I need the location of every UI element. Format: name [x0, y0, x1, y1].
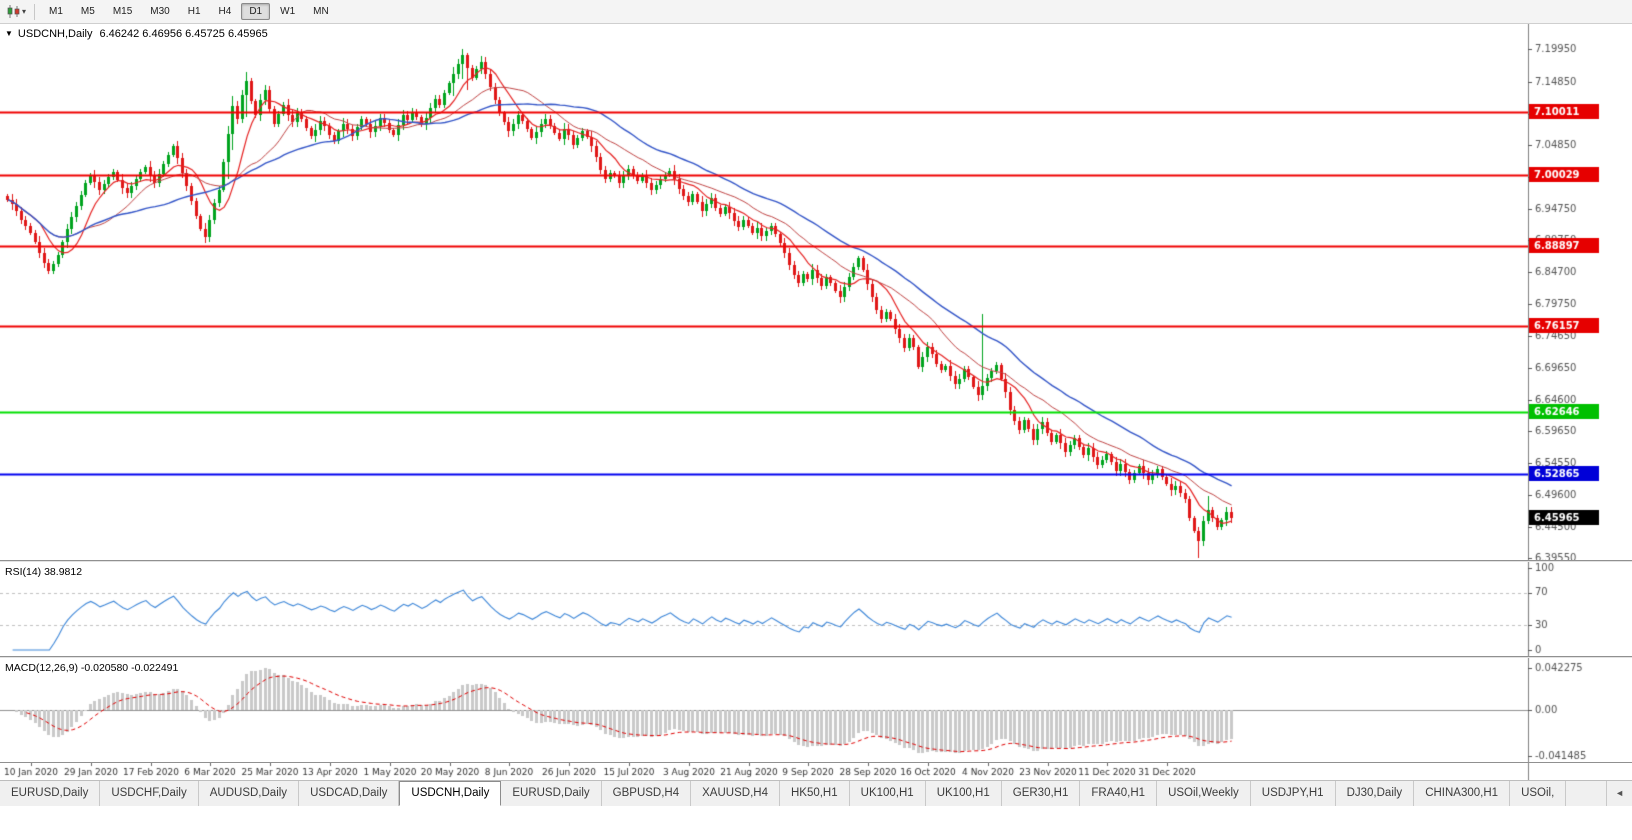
timeframe-button-H4[interactable]: H4: [218, 6, 232, 17]
chart-tab-USDCNH-Daily[interactable]: USDCNH,Daily: [399, 781, 502, 806]
tabs-scroll-left-button[interactable]: ◄: [1606, 781, 1632, 806]
candlestick-icon: [7, 5, 20, 18]
rsi-indicator-label: RSI(14) 38.9812: [5, 566, 83, 578]
chart-tab-USDCHF-Daily[interactable]: USDCHF,Daily: [100, 781, 199, 806]
chart-title: ▼ USDCNH,Daily 6.46242 6.46956 6.45725 6.4…: [5, 28, 268, 40]
timeframe-button-MN[interactable]: MN: [313, 6, 329, 17]
chart-tab-UK100-H1[interactable]: UK100,H1: [850, 781, 926, 806]
dropdown-caret-icon: ▾: [22, 7, 27, 16]
timeframe-button-H1[interactable]: H1: [187, 6, 201, 17]
chart-tab-UK100-H1[interactable]: UK100,H1: [926, 781, 1002, 806]
chart-tab-EURUSD-Daily[interactable]: EURUSD,Daily: [0, 781, 101, 806]
chart-title-ohlc: 6.46242 6.46956 6.45725 6.45965: [99, 28, 268, 40]
chart-tab-FRA40-H1[interactable]: FRA40,H1: [1080, 781, 1158, 806]
price-chart-canvas[interactable]: [0, 24, 1632, 560]
chart-tab-HK50-H1[interactable]: HK50,H1: [780, 781, 850, 806]
timeframe-toolbar: ▾ M1 M5 M15 M30 H1 H4 D1 W1 MN: [0, 0, 1632, 24]
time-axis[interactable]: [0, 762, 1632, 780]
macd-indicator-label: MACD(12,26,9) -0.020580 -0.022491: [5, 662, 179, 674]
rsi-canvas[interactable]: [0, 562, 1632, 656]
chart-type-icon[interactable]: ▾: [3, 3, 29, 20]
price-pane: ▼ USDCNH,Daily 6.46242 6.46956 6.45725 6.4…: [0, 24, 1632, 560]
timeframe-button-W1[interactable]: W1: [280, 6, 296, 17]
chart-tab-USOil-Weekly[interactable]: USOil,Weekly: [1157, 781, 1251, 806]
chart-tab-XAUUSD-H4[interactable]: XAUUSD,H4: [691, 781, 780, 806]
pane-splitter[interactable]: [0, 656, 1632, 658]
chart-tabs-bar: EURUSD,Daily USDCHF,Daily AUDUSD,Daily USDC…: [0, 780, 1632, 806]
macd-pane: MACD(12,26,9) -0.020580 -0.022491: [0, 658, 1632, 762]
chart-tab-EURUSD-Daily[interactable]: EURUSD,Daily: [501, 781, 602, 806]
chart-tab-AUDUSD-Daily[interactable]: AUDUSD,Daily: [199, 781, 300, 806]
rsi-pane: RSI(14) 38.9812: [0, 562, 1632, 656]
bottom-filler: [0, 806, 1632, 840]
pane-splitter[interactable]: [0, 560, 1632, 562]
chart-tab-USDCAD-Daily[interactable]: USDCAD,Daily: [299, 781, 400, 806]
chart-tab-USOil[interactable]: USOil,: [1510, 781, 1567, 806]
chart-title-symbol: USDCNH,Daily: [17, 28, 93, 40]
chart-collapse-arrow[interactable]: ▼: [5, 29, 13, 38]
chart-tab-GER30-H1[interactable]: GER30,H1: [1002, 781, 1081, 806]
macd-canvas[interactable]: [0, 658, 1632, 762]
timeframe-button-M30[interactable]: M30: [150, 6, 170, 17]
timeframe-button-M1[interactable]: M1: [49, 6, 63, 17]
chart-tab-DJ30-Daily[interactable]: DJ30,Daily: [1336, 781, 1415, 806]
timeframe-button-M5[interactable]: M5: [80, 6, 95, 17]
time-axis-canvas: [0, 763, 1632, 780]
timeframe-buttons: M1 M5 M15 M30 H1 H4 D1 W1 MN: [40, 3, 338, 20]
chart-area: ▼ USDCNH,Daily 6.46242 6.46956 6.45725 6.4…: [0, 24, 1632, 780]
chart-tab-GBPUSD-H4[interactable]: GBPUSD,H4: [602, 781, 692, 806]
chart-tab-USDJPY-H1[interactable]: USDJPY,H1: [1251, 781, 1336, 806]
chart-tab-CHINA300-H1[interactable]: CHINA300,H1: [1414, 781, 1511, 806]
toolbar-separator: [34, 3, 36, 20]
timeframe-button-M15[interactable]: M15: [112, 6, 133, 17]
timeframe-button-D1[interactable]: D1: [241, 3, 271, 20]
